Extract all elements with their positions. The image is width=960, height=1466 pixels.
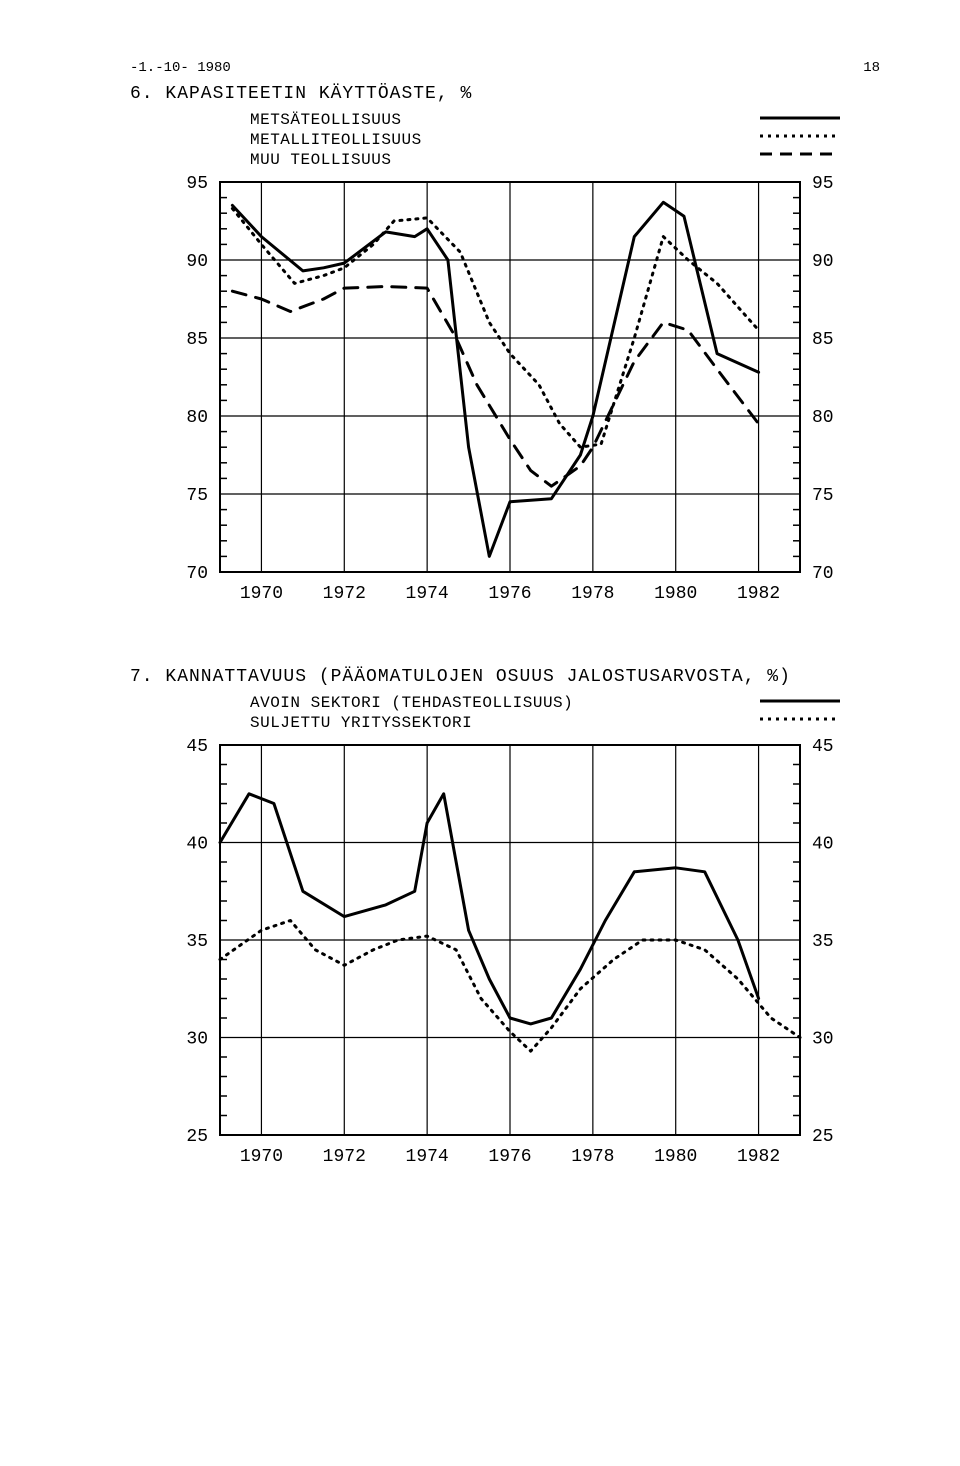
svg-text:40: 40 <box>812 835 834 855</box>
legend-item-suljettu: SULJETTU YRITYSSEKTORI <box>250 713 573 733</box>
legend-item-metsa: METSÄTEOLLISUUS <box>250 110 422 130</box>
page-number: 18 <box>863 60 880 76</box>
chart6-title: 6. KAPASITEETIN KÄYTTÖASTE, % <box>130 84 880 104</box>
swatch-dotted-icon <box>760 713 840 725</box>
svg-text:45: 45 <box>812 737 834 757</box>
swatch-solid-icon <box>760 695 840 707</box>
svg-text:1980: 1980 <box>654 584 697 604</box>
header-row: -1.-10- 1980 18 <box>130 60 880 76</box>
chart7-title: 7. KANNATTAVUUS (PÄÄOMATULOJEN OSUUS JAL… <box>130 667 880 687</box>
svg-text:80: 80 <box>812 408 834 428</box>
svg-text:1974: 1974 <box>406 1147 449 1167</box>
chart6-plot: 70 70 75 75 80 80 85 85 90 90 95 95 1970 1972 1974 1976… <box>160 172 850 612</box>
svg-text:1982: 1982 <box>737 1147 780 1167</box>
svg-text:35: 35 <box>812 932 834 952</box>
svg-text:1982: 1982 <box>737 584 780 604</box>
swatch-dashed-icon <box>760 148 840 160</box>
svg-text:1970: 1970 <box>240 1147 283 1167</box>
svg-text:70: 70 <box>186 564 208 584</box>
svg-text:75: 75 <box>186 486 208 506</box>
chart7-legend-swatches <box>760 693 840 725</box>
chart7-plot: 25 25 30 30 35 35 40 40 45 45 1970 1972 1974 1976 1978… <box>160 735 850 1175</box>
svg-text:1974: 1974 <box>406 584 449 604</box>
legend-item-metalli: METALLITEOLLISUUS <box>250 130 422 150</box>
svg-text:25: 25 <box>186 1127 208 1147</box>
svg-text:35: 35 <box>186 932 208 952</box>
svg-text:95: 95 <box>812 174 834 194</box>
chart6-legend: METSÄTEOLLISUUS METALLITEOLLISUUS MUU TE… <box>250 110 840 170</box>
svg-text:85: 85 <box>186 330 208 350</box>
svg-text:30: 30 <box>186 1030 208 1050</box>
swatch-solid-icon <box>760 112 840 124</box>
svg-text:40: 40 <box>186 835 208 855</box>
svg-text:1972: 1972 <box>323 1147 366 1167</box>
svg-text:1978: 1978 <box>571 584 614 604</box>
svg-text:1976: 1976 <box>488 584 531 604</box>
svg-text:75: 75 <box>812 486 834 506</box>
legend-item-avoin: AVOIN SEKTORI (TEHDASTEOLLISUUS) <box>250 693 573 713</box>
svg-text:95: 95 <box>186 174 208 194</box>
page: -1.-10- 1980 18 6. KAPASITEETIN KÄYTTÖAS… <box>0 0 960 1466</box>
legend-item-muu: MUU TEOLLISUUS <box>250 150 422 170</box>
svg-text:30: 30 <box>812 1030 834 1050</box>
svg-text:1972: 1972 <box>323 584 366 604</box>
chart6-legend-swatches <box>760 110 840 160</box>
svg-text:90: 90 <box>812 252 834 272</box>
svg-text:80: 80 <box>186 408 208 428</box>
chart6-svg: 70 70 75 75 80 80 85 85 90 90 95 95 1970 1972 1974 1976… <box>160 172 860 612</box>
chart7-legend-labels: AVOIN SEKTORI (TEHDASTEOLLISUUS) SULJETT… <box>250 693 573 733</box>
svg-text:85: 85 <box>812 330 834 350</box>
svg-text:25: 25 <box>812 1127 834 1147</box>
swatch-dotted-icon <box>760 130 840 142</box>
svg-text:70: 70 <box>812 564 834 584</box>
svg-text:1970: 1970 <box>240 584 283 604</box>
chart6-legend-labels: METSÄTEOLLISUUS METALLITEOLLISUUS MUU TE… <box>250 110 422 170</box>
svg-text:1980: 1980 <box>654 1147 697 1167</box>
svg-text:1976: 1976 <box>488 1147 531 1167</box>
svg-text:1978: 1978 <box>571 1147 614 1167</box>
date-stamp: -1.-10- 1980 <box>130 60 231 76</box>
svg-text:90: 90 <box>186 252 208 272</box>
chart7-legend: AVOIN SEKTORI (TEHDASTEOLLISUUS) SULJETT… <box>250 693 840 733</box>
svg-text:45: 45 <box>186 737 208 757</box>
chart7-svg: 25 25 30 30 35 35 40 40 45 45 1970 1972 1974 1976 1978… <box>160 735 860 1175</box>
